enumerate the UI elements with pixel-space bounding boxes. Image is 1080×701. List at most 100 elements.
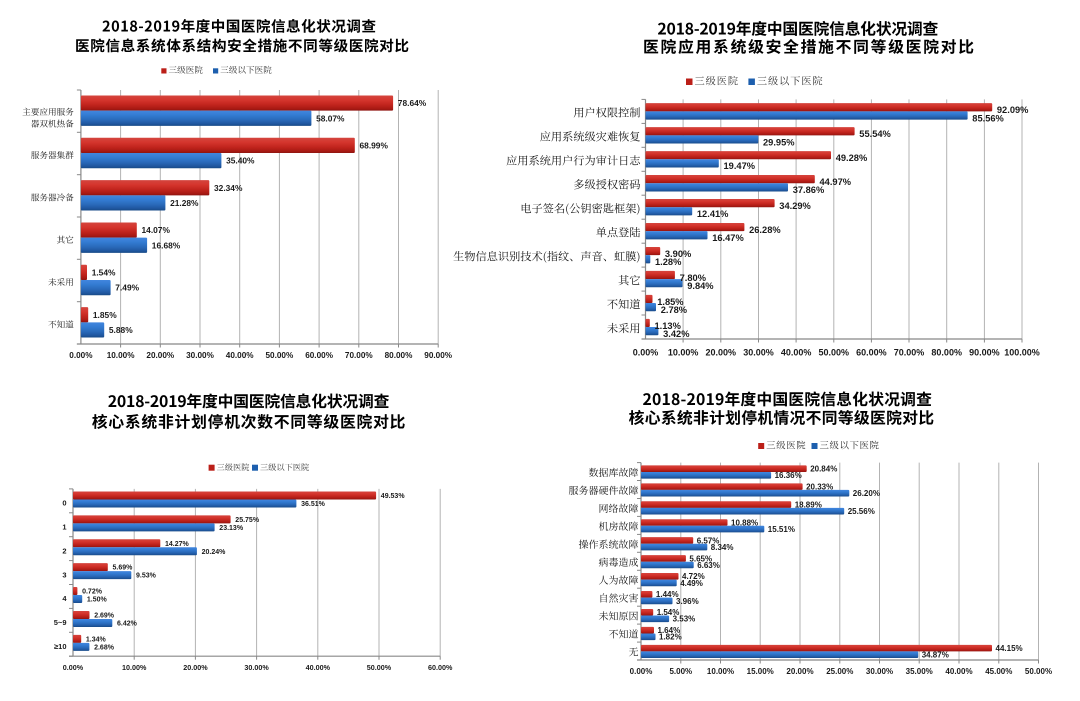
svg-text:70.00%: 70.00% <box>894 347 925 357</box>
svg-text:15.00%: 15.00% <box>747 667 774 676</box>
svg-text:10.00%: 10.00% <box>107 351 135 360</box>
svg-text:20.00%: 20.00% <box>786 667 813 676</box>
svg-text:1.64%: 1.64% <box>658 626 681 635</box>
svg-text:16.68%: 16.68% <box>152 240 181 250</box>
svg-text:2: 2 <box>62 546 66 555</box>
svg-text:15.51%: 15.51% <box>768 525 795 534</box>
svg-text:5.69%: 5.69% <box>113 565 134 572</box>
svg-text:44.15%: 44.15% <box>996 644 1023 653</box>
svg-text:0.00%: 0.00% <box>630 667 653 676</box>
svg-text:50.00%: 50.00% <box>367 663 392 672</box>
svg-text:20.84%: 20.84% <box>810 465 837 474</box>
svg-text:5~9: 5~9 <box>54 618 67 627</box>
svg-text:10.88%: 10.88% <box>731 518 758 527</box>
svg-text:90.00%: 90.00% <box>969 347 1000 357</box>
svg-text:30.00%: 30.00% <box>743 347 774 357</box>
svg-text:1.34%: 1.34% <box>86 636 107 643</box>
svg-text:1.85%: 1.85% <box>93 310 117 320</box>
svg-text:36.51%: 36.51% <box>301 501 326 508</box>
svg-text:20.00%: 20.00% <box>146 351 174 360</box>
svg-text:68.99%: 68.99% <box>360 140 389 150</box>
svg-text:4: 4 <box>62 594 67 603</box>
svg-text:19.47%: 19.47% <box>724 161 756 171</box>
svg-text:5.88%: 5.88% <box>109 325 133 335</box>
svg-text:92.09%: 92.09% <box>997 105 1029 115</box>
svg-text:9.53%: 9.53% <box>136 573 157 580</box>
svg-text:49.53%: 49.53% <box>381 493 406 500</box>
svg-text:20.00%: 20.00% <box>183 663 208 672</box>
svg-text:80.00%: 80.00% <box>931 347 962 357</box>
svg-text:5.00%: 5.00% <box>669 667 692 676</box>
svg-text:100.00%: 100.00% <box>1004 347 1040 357</box>
svg-text:1.44%: 1.44% <box>656 590 679 599</box>
svg-text:3.42%: 3.42% <box>663 329 690 339</box>
svg-text:4.49%: 4.49% <box>680 579 703 588</box>
svg-text:1.54%: 1.54% <box>657 608 680 617</box>
svg-text:8.34%: 8.34% <box>711 543 734 552</box>
svg-text:34.29%: 34.29% <box>779 201 811 211</box>
svg-text:40.00%: 40.00% <box>306 663 331 672</box>
svg-text:26.28%: 26.28% <box>749 225 781 235</box>
svg-text:3.96%: 3.96% <box>676 597 699 606</box>
svg-text:0: 0 <box>62 499 66 508</box>
svg-text:35.00%: 35.00% <box>906 667 933 676</box>
svg-text:32.34%: 32.34% <box>214 183 243 193</box>
svg-text:0.00%: 0.00% <box>63 663 84 672</box>
svg-text:45.00%: 45.00% <box>985 667 1012 676</box>
svg-text:29.95%: 29.95% <box>763 137 795 147</box>
svg-text:70.00%: 70.00% <box>345 351 373 360</box>
svg-text:34.87%: 34.87% <box>922 651 949 660</box>
svg-text:0.00%: 0.00% <box>69 351 93 360</box>
svg-text:16.47%: 16.47% <box>712 233 744 243</box>
svg-text:1.82%: 1.82% <box>659 633 682 642</box>
svg-text:1.50%: 1.50% <box>87 597 108 604</box>
svg-text:50.00%: 50.00% <box>266 351 294 360</box>
svg-text:0.72%: 0.72% <box>82 589 103 596</box>
svg-text:60.00%: 60.00% <box>305 351 333 360</box>
svg-text:6.42%: 6.42% <box>117 621 138 628</box>
svg-text:60.00%: 60.00% <box>428 663 453 672</box>
svg-text:25.75%: 25.75% <box>235 517 260 524</box>
svg-text:1.54%: 1.54% <box>92 267 116 277</box>
svg-text:35.40%: 35.40% <box>226 156 255 166</box>
svg-text:25.56%: 25.56% <box>848 507 875 516</box>
svg-text:3.53%: 3.53% <box>673 615 696 624</box>
svg-text:10.00%: 10.00% <box>668 347 699 357</box>
svg-text:85.56%: 85.56% <box>972 113 1004 123</box>
svg-text:4.72%: 4.72% <box>682 572 705 581</box>
svg-text:3.90%: 3.90% <box>665 249 692 259</box>
svg-text:7.80%: 7.80% <box>680 273 707 283</box>
svg-text:37.86%: 37.86% <box>793 185 825 195</box>
svg-text:49.28%: 49.28% <box>836 153 868 163</box>
svg-text:44.97%: 44.97% <box>820 177 852 187</box>
svg-text:20.00%: 20.00% <box>706 347 737 357</box>
svg-text:58.07%: 58.07% <box>316 113 345 123</box>
svg-text:6.57%: 6.57% <box>697 536 720 545</box>
svg-text:1: 1 <box>62 523 66 532</box>
svg-text:50.00%: 50.00% <box>819 347 850 357</box>
svg-text:1.85%: 1.85% <box>657 297 684 307</box>
svg-text:40.00%: 40.00% <box>945 667 972 676</box>
svg-text:26.20%: 26.20% <box>853 489 880 498</box>
svg-text:18.89%: 18.89% <box>795 500 822 509</box>
svg-text:30.00%: 30.00% <box>866 667 893 676</box>
svg-text:30.00%: 30.00% <box>186 351 214 360</box>
svg-text:80.00%: 80.00% <box>385 351 413 360</box>
svg-text:10.00%: 10.00% <box>122 663 147 672</box>
svg-text:23.13%: 23.13% <box>219 525 244 532</box>
svg-text:14.27%: 14.27% <box>165 541 190 548</box>
svg-text:5.65%: 5.65% <box>689 554 712 563</box>
svg-text:20.33%: 20.33% <box>806 483 833 492</box>
svg-text:9.84%: 9.84% <box>687 281 714 291</box>
svg-text:1.28%: 1.28% <box>655 257 682 267</box>
svg-text:40.00%: 40.00% <box>781 347 812 357</box>
svg-text:25.00%: 25.00% <box>826 667 853 676</box>
svg-text:0.00%: 0.00% <box>633 347 659 357</box>
svg-text:16.36%: 16.36% <box>775 471 802 480</box>
svg-text:14.07%: 14.07% <box>142 225 171 235</box>
svg-text:2.78%: 2.78% <box>661 305 688 315</box>
svg-text:21.28%: 21.28% <box>170 198 199 208</box>
svg-text:2.68%: 2.68% <box>94 644 115 651</box>
svg-text:≥10: ≥10 <box>54 642 66 651</box>
svg-text:40.00%: 40.00% <box>226 351 254 360</box>
